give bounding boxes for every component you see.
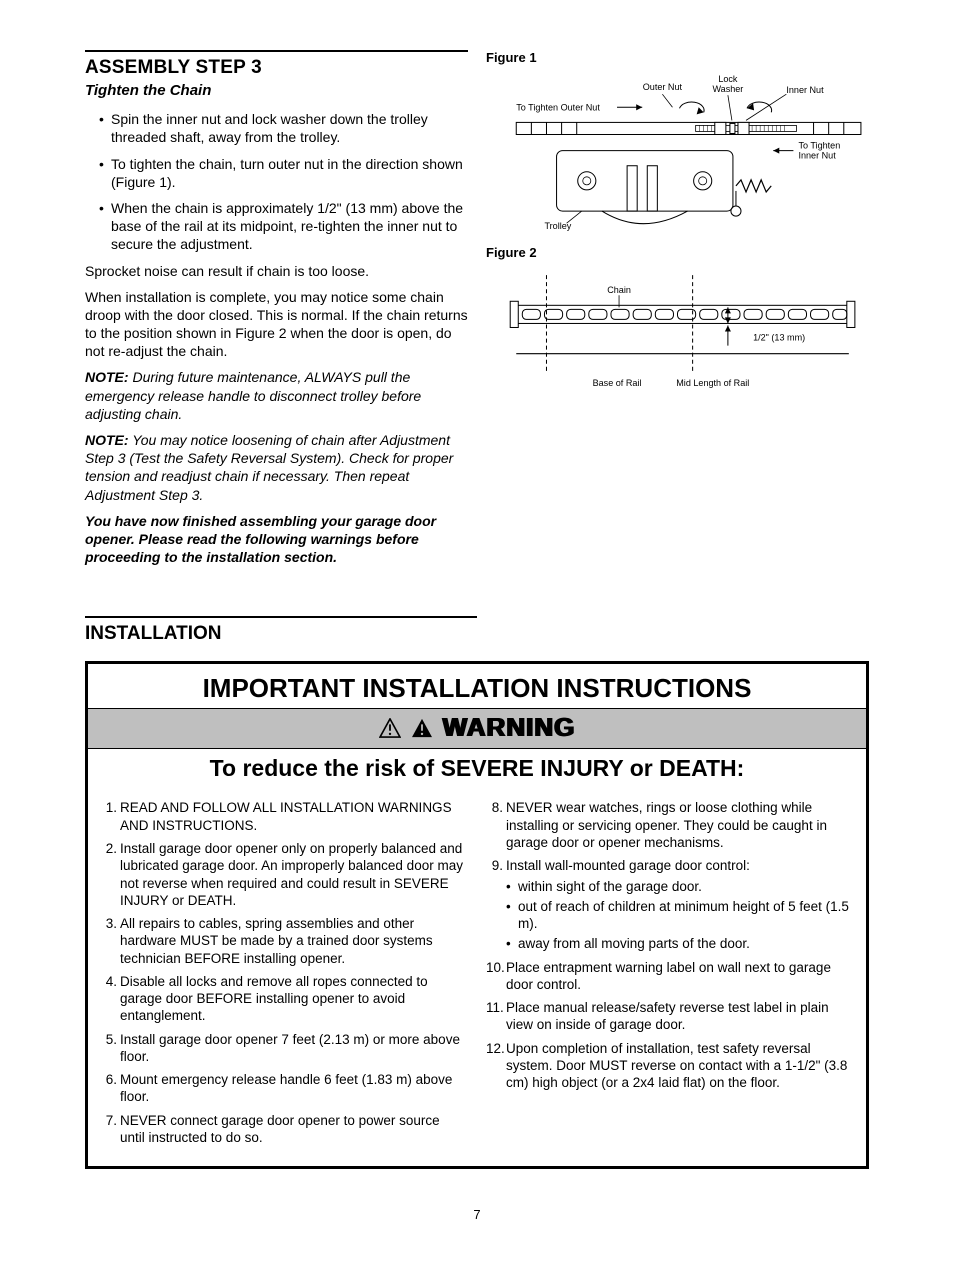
finish-para: You have now finished assembling your ga… xyxy=(85,512,468,567)
step-title: ASSEMBLY STEP 3 xyxy=(85,56,468,81)
warn-item-1: 1.READ AND FOLLOW ALL INSTALLATION WARNI… xyxy=(100,799,468,834)
fig1-lock-washer-1: Lock xyxy=(718,74,738,84)
right-column: Figure 1 Outer Nut Lock Washer Inner Nut… xyxy=(486,50,869,574)
fig2-measure: 1/2" (13 mm) xyxy=(753,333,805,343)
warn-text-5: Install garage door opener 7 feet (2.13 … xyxy=(120,1032,460,1064)
warn-9-sub-1: within sight of the garage door. xyxy=(506,878,854,895)
warn-text-2: Install garage door opener only on prope… xyxy=(120,841,463,908)
fig2-base-rail: Base of Rail xyxy=(593,378,642,388)
warning-right-list: 8.NEVER wear watches, rings or loose clo… xyxy=(486,799,854,1091)
figure-1: Outer Nut Lock Washer Inner Nut To Tight… xyxy=(486,70,869,241)
warn-item-2: 2.Install garage door opener only on pro… xyxy=(100,840,468,909)
fig1-lock-washer-2: Washer xyxy=(712,84,743,94)
warn-text-10: Place entrapment warning label on wall n… xyxy=(506,960,831,992)
fig1-tighten-inner-1: To Tighten xyxy=(798,141,840,151)
note-1-label: NOTE: xyxy=(85,369,129,385)
warn-text-1: READ AND FOLLOW ALL INSTALLATION WARNING… xyxy=(120,800,452,832)
warning-top-line: IMPORTANT INSTALLATION INSTRUCTIONS xyxy=(88,664,866,708)
heading-rule xyxy=(85,50,468,52)
installation-rule xyxy=(85,616,477,618)
bullet-1: Spin the inner nut and lock washer down … xyxy=(99,110,468,146)
warning-triangle-solid-icon xyxy=(411,718,433,738)
warn-text-7: NEVER connect garage door opener to powe… xyxy=(120,1113,440,1145)
fig1-tighten-outer: To Tighten Outer Nut xyxy=(516,102,600,112)
warn-text-11: Place manual release/safety reverse test… xyxy=(506,1000,829,1032)
warn-9-sub-3: away from all moving parts of the door. xyxy=(506,935,854,952)
warn-text-3: All repairs to cables, spring assemblies… xyxy=(120,916,433,966)
assembly-bullets: Spin the inner nut and lock washer down … xyxy=(85,110,468,253)
warning-sub: To reduce the risk of SEVERE INJURY or D… xyxy=(88,749,866,792)
warn-text-12: Upon completion of installation, test sa… xyxy=(506,1041,847,1091)
warn-item-7: 7.NEVER connect garage door opener to po… xyxy=(100,1112,468,1147)
warn-text-6: Mount emergency release handle 6 feet (1… xyxy=(120,1072,452,1104)
para-sprocket: Sprocket noise can result if chain is to… xyxy=(85,262,468,280)
page-number: 7 xyxy=(85,1207,869,1224)
para-droop: When installation is complete, you may n… xyxy=(85,288,468,361)
warn-item-11: 11.Place manual release/safety reverse t… xyxy=(486,999,854,1034)
fig1-inner-nut: Inner Nut xyxy=(786,85,824,95)
warning-columns: 1.READ AND FOLLOW ALL INSTALLATION WARNI… xyxy=(88,791,866,1166)
warn-item-12: 12.Upon completion of installation, test… xyxy=(486,1040,854,1092)
note-1: NOTE: During future maintenance, ALWAYS … xyxy=(85,368,468,423)
fig1-outer-nut: Outer Nut xyxy=(643,82,683,92)
warn-9-sublist: within sight of the garage door. out of … xyxy=(506,878,854,953)
fig2-mid-rail: Mid Length of Rail xyxy=(676,378,749,388)
warn-item-8: 8.NEVER wear watches, rings or loose clo… xyxy=(486,799,854,851)
warn-item-4: 4.Disable all locks and remove all ropes… xyxy=(100,973,468,1025)
warn-item-5: 5.Install garage door opener 7 feet (2.1… xyxy=(100,1031,468,1066)
bullet-2: To tighten the chain, turn outer nut in … xyxy=(99,155,468,191)
step-subtitle: Tighten the Chain xyxy=(85,81,468,101)
warn-text-9: Install wall-mounted garage door control… xyxy=(506,858,750,873)
warn-item-6: 6.Mount emergency release handle 6 feet … xyxy=(100,1071,468,1106)
installation-title: INSTALLATION xyxy=(85,622,869,647)
warn-item-10: 10.Place entrapment warning label on wal… xyxy=(486,959,854,994)
warning-right-col: 8.NEVER wear watches, rings or loose clo… xyxy=(486,799,854,1152)
left-column: ASSEMBLY STEP 3 Tighten the Chain Spin t… xyxy=(85,50,468,574)
warning-left-col: 1.READ AND FOLLOW ALL INSTALLATION WARNI… xyxy=(100,799,468,1152)
warn-9-sub-2: out of reach of children at minimum heig… xyxy=(506,898,854,933)
fig1-tighten-inner-2: Inner Nut xyxy=(798,151,836,161)
warn-item-3: 3.All repairs to cables, spring assembli… xyxy=(100,915,468,967)
bullet-3: When the chain is approximately 1/2" (13… xyxy=(99,199,468,254)
warning-left-list: 1.READ AND FOLLOW ALL INSTALLATION WARNI… xyxy=(100,799,468,1146)
warning-triangle-icon xyxy=(379,718,401,738)
assembly-section: ASSEMBLY STEP 3 Tighten the Chain Spin t… xyxy=(85,50,869,574)
figure-1-label: Figure 1 xyxy=(486,50,869,67)
warning-bar: WARNING xyxy=(88,708,866,749)
warn-text-8: NEVER wear watches, rings or loose cloth… xyxy=(506,800,827,850)
warn-text-4: Disable all locks and remove all ropes c… xyxy=(120,974,428,1024)
figure-2: Chain 1/2" (13 mm) Base of Rail Mid Leng… xyxy=(486,265,869,396)
note-2-label: NOTE: xyxy=(85,432,129,448)
installation-heading-block: INSTALLATION xyxy=(85,616,869,647)
fig2-chain: Chain xyxy=(607,286,631,296)
warning-box: IMPORTANT INSTALLATION INSTRUCTIONS WARN… xyxy=(85,661,869,1169)
note-2-text: You may notice loosening of chain after … xyxy=(85,432,453,503)
warning-word: WARNING xyxy=(443,711,576,745)
warn-item-9: 9.Install wall-mounted garage door contr… xyxy=(486,857,854,952)
note-1-text: During future maintenance, ALWAYS pull t… xyxy=(85,369,421,421)
note-2: NOTE: You may notice loosening of chain … xyxy=(85,431,468,504)
figure-2-label: Figure 2 xyxy=(486,245,869,262)
